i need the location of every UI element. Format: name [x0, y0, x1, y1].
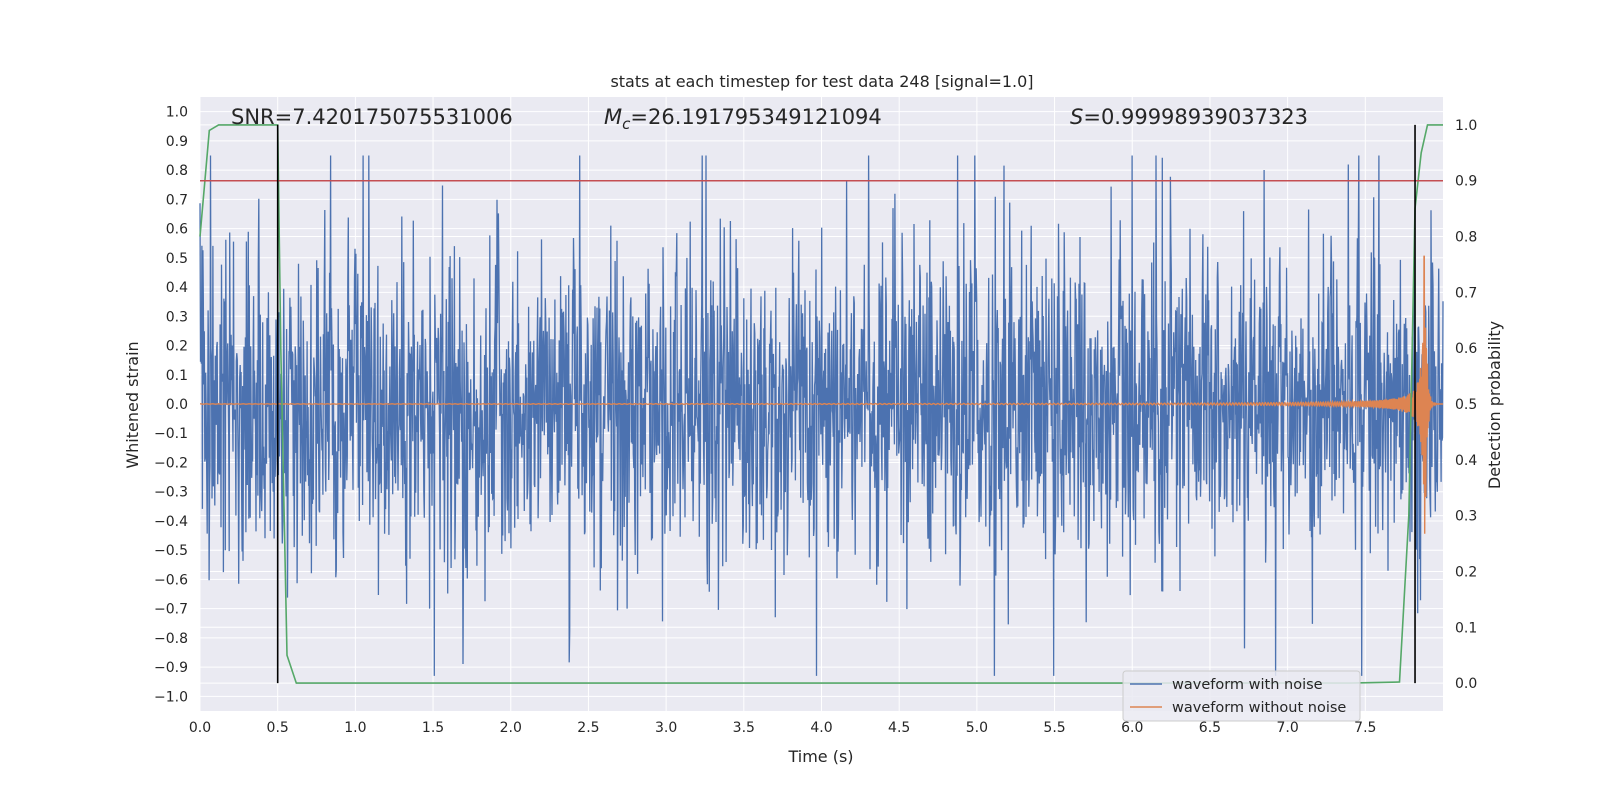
s-symbol: S [1070, 105, 1083, 129]
y-tick-label: 0.0 [166, 397, 188, 413]
y-tick-label: 1.0 [166, 105, 188, 121]
y-right-tick-label: 0.4 [1455, 453, 1477, 469]
x-tick-label: 7.5 [1354, 720, 1376, 736]
x-tick-label: 0.5 [267, 720, 289, 736]
legend-label-clean: waveform without noise [1172, 700, 1346, 716]
y-right-tick-label: 0.7 [1455, 285, 1477, 301]
x-tick-label: 4.0 [810, 720, 832, 736]
x-axis-label: Time (s) [787, 747, 853, 766]
x-tick-label: 4.5 [888, 720, 910, 736]
y-right-tick-label: 0.9 [1455, 174, 1477, 190]
legend: waveform with noise waveform without noi… [1122, 670, 1361, 722]
y-right-tick-labels: 1.0 0.9 0.8 0.7 0.6 0.5 0.4 0.3 0.2 0.1 0.0 [1455, 118, 1477, 692]
y-right-tick-label: 0.3 [1455, 509, 1477, 525]
chart-title: stats at each timestep for test data 248… [610, 72, 1033, 91]
detection-markers [276, 124, 1416, 684]
x-tick-label: 5.5 [1043, 720, 1065, 736]
series-waveform-without-noise [200, 255, 1443, 534]
s-value: =0.99998939037323 [1083, 105, 1308, 129]
y-right-tick-label: 1.0 [1455, 118, 1477, 134]
x-tick-label: 3.0 [655, 720, 677, 736]
x-tick-label: 1.5 [422, 720, 444, 736]
y-tick-label: −0.8 [154, 631, 188, 647]
x-tick-label: 2.5 [577, 720, 599, 736]
y-tick-label: 0.8 [166, 163, 188, 179]
y-tick-labels: 1.0 0.9 0.8 0.7 0.6 0.5 0.4 0.3 0.2 0.1 0.0 −0.1 −0.… [154, 105, 188, 706]
y-right-tick-label: 0.8 [1455, 230, 1477, 246]
x-tick-label: 1.0 [344, 720, 366, 736]
detection-probability-line [199, 124, 1443, 684]
y-tick-label: −0.6 [154, 572, 188, 588]
x-tick-label: 2.0 [500, 720, 522, 736]
y-tick-label: 0.6 [166, 222, 188, 238]
y-tick-label: −1.0 [154, 689, 188, 705]
y-tick-label: −0.3 [154, 485, 188, 501]
y-tick-label: −0.2 [154, 455, 188, 471]
snr-annotation: SNR=7.420175075531006 [231, 105, 513, 129]
y-tick-label: 0.7 [166, 192, 188, 208]
x-tick-label: 5.0 [966, 720, 988, 736]
y-tick-label: 0.3 [166, 309, 188, 325]
s-annotation: S=0.99998939037323 [1070, 105, 1308, 129]
x-tick-label: 0.0 [189, 720, 211, 736]
mc-symbol: M [604, 105, 622, 129]
y-right-tick-label: 0.5 [1455, 397, 1477, 413]
y-axis-label: Whitened strain [123, 341, 142, 468]
x-tick-labels: 0.0 0.5 1.0 1.5 2.0 2.5 3.0 3.5 4.0 4.5 5.0 5.5 6.0 6… [189, 720, 1377, 736]
y-tick-label: −0.5 [154, 543, 188, 559]
y-right-tick-label: 0.0 [1455, 676, 1477, 692]
y-tick-label: −0.1 [154, 426, 188, 442]
y-tick-label: −0.9 [154, 660, 188, 676]
y-tick-label: 0.9 [166, 134, 188, 150]
mc-annotation: Mc=26.191795349121094 [604, 105, 882, 133]
waveform-without-noise-line [200, 255, 1443, 534]
x-tick-label: 6.0 [1121, 720, 1143, 736]
mc-value: =26.191795349121094 [630, 105, 881, 129]
y-tick-label: 0.5 [166, 251, 188, 267]
x-tick-label: 6.5 [1199, 720, 1221, 736]
y-tick-label: 0.1 [166, 368, 188, 384]
mc-subscript: c [622, 115, 631, 133]
series-detection-probability [199, 124, 1443, 684]
x-tick-label: 7.0 [1276, 720, 1298, 736]
y-right-axis-label: Detection probability [1485, 321, 1504, 489]
y-tick-label: −0.4 [154, 514, 188, 530]
y-tick-label: −0.7 [154, 602, 188, 618]
y-right-tick-label: 0.2 [1455, 564, 1477, 580]
legend-box [1122, 670, 1361, 722]
y-right-tick-label: 0.6 [1455, 341, 1477, 357]
waveform-with-noise-line [199, 155, 1444, 676]
series-waveform-with-noise [199, 155, 1444, 676]
legend-label-noise: waveform with noise [1172, 677, 1323, 693]
x-tick-label: 3.5 [733, 720, 755, 736]
y-tick-label: 0.2 [166, 339, 188, 355]
y-right-tick-label: 0.1 [1455, 620, 1477, 636]
y-tick-label: 0.4 [166, 280, 188, 296]
